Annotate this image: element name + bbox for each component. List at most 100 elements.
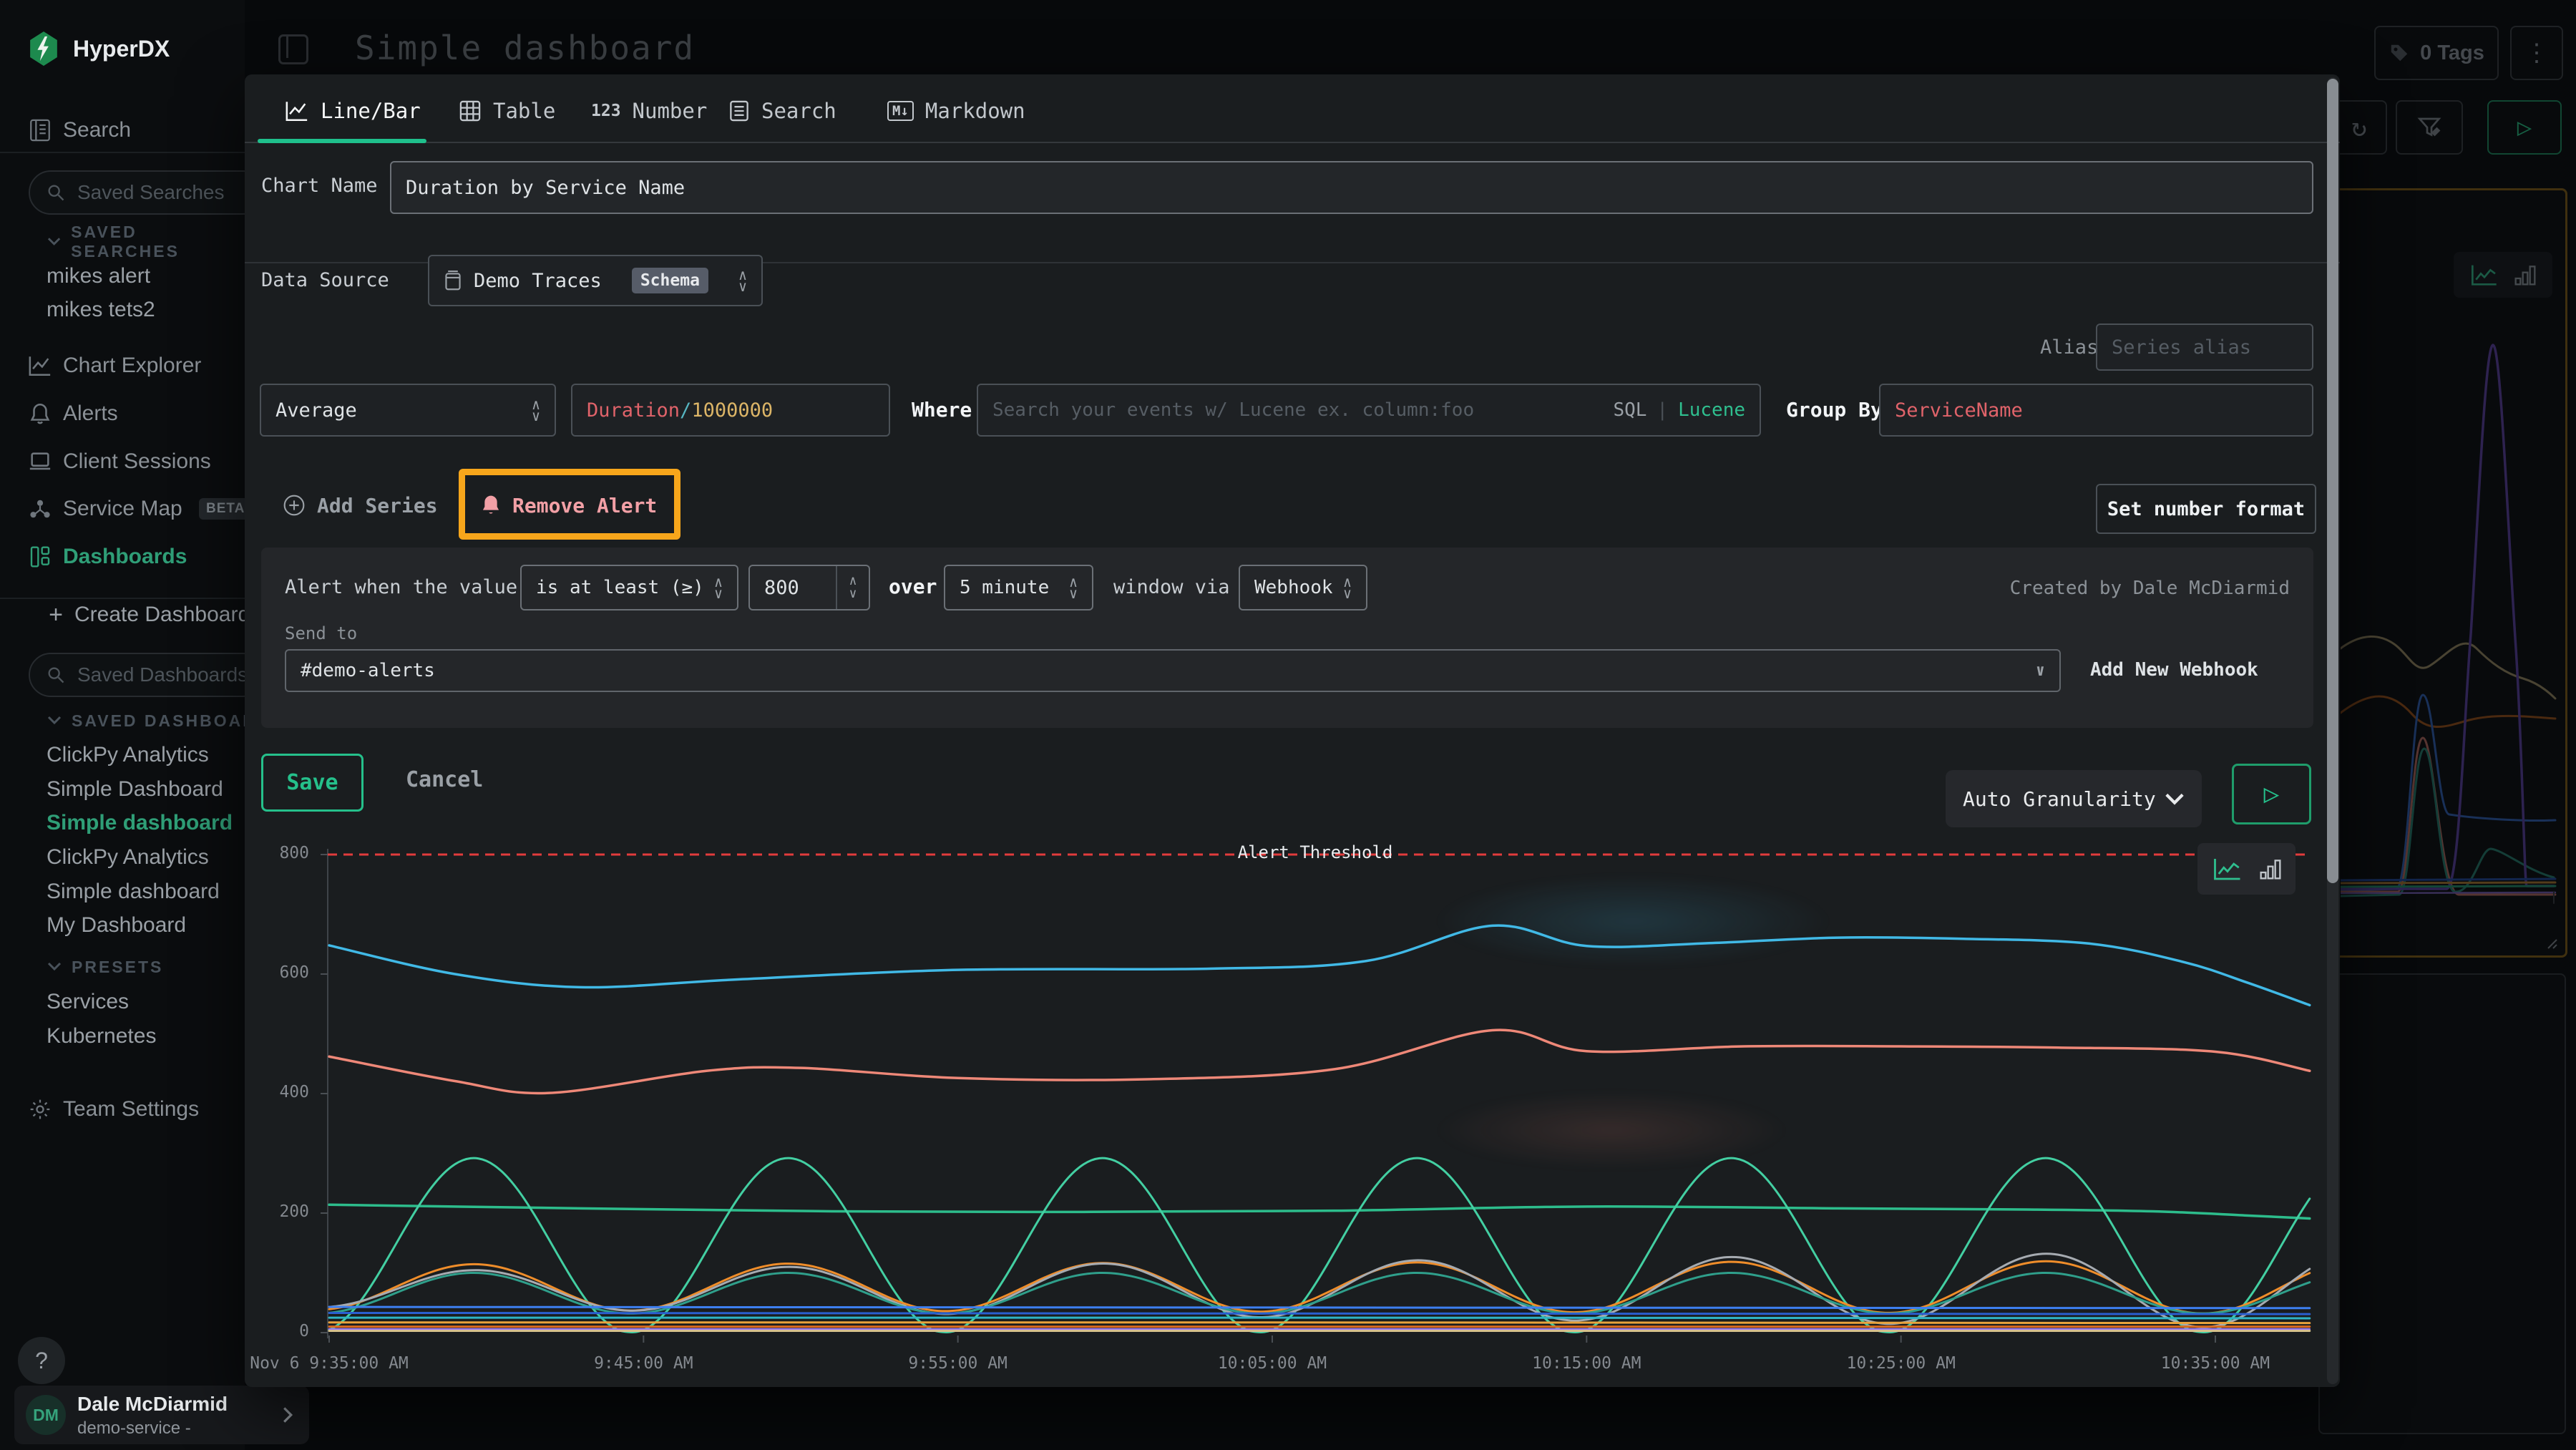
line-chart-icon (285, 99, 309, 122)
add-new-webhook-button[interactable]: Add New Webhook (2090, 659, 2258, 681)
sidebar-item-chart-explorer[interactable]: Chart Explorer (0, 349, 245, 382)
tab-search[interactable]: Search (728, 90, 836, 132)
search-icon (46, 183, 66, 203)
modal-scrollbar[interactable] (2327, 77, 2338, 1384)
dashboard-list-item[interactable]: Simple dashboard (47, 877, 220, 907)
chart-name-label: Chart Name (261, 175, 378, 197)
bar-chart-icon[interactable] (2260, 856, 2281, 882)
dashboard-list-item[interactable]: ClickPy Analytics (47, 842, 209, 872)
laptop-icon (26, 451, 54, 472)
create-dashboard-button[interactable]: + Create Dashboard (0, 598, 245, 631)
presets-header[interactable]: PRESETS (47, 954, 163, 980)
chevron-down-icon (47, 962, 62, 972)
saved-searches-placeholder: Saved Searches (77, 181, 224, 204)
saved-searches-input[interactable]: Saved Searches (29, 170, 265, 215)
help-button[interactable]: ? (18, 1337, 65, 1384)
expression-field: Duration (587, 399, 680, 422)
window-via-label: window via (1113, 576, 1230, 598)
alert-channel-select[interactable]: Webhook ∧∨ (1239, 565, 1367, 610)
user-subtitle: demo-service - (77, 1419, 191, 1439)
gear-icon (26, 1098, 54, 1121)
alert-condition-select[interactable]: is at least (≥) ∧∨ (520, 565, 738, 610)
select-chevrons-icon: ∧∨ (532, 399, 540, 422)
schema-badge: Schema (632, 268, 708, 293)
send-to-select[interactable]: #demo-alerts ∨ (285, 649, 2061, 692)
chevron-down-icon (2165, 792, 2185, 805)
saved-search-item[interactable]: mikes tets2 (47, 295, 155, 325)
sidebar-item-client-sessions[interactable]: Client Sessions (0, 445, 245, 478)
tab-line-bar[interactable]: Line/Bar (285, 90, 421, 132)
where-search-input[interactable]: Search your events w/ Lucene ex. column:… (977, 384, 1761, 437)
y-tick-label: 800 (265, 844, 309, 862)
dashboard-list-item[interactable]: My Dashboard (47, 910, 186, 940)
alert-prefix-label: Alert when the value (285, 576, 517, 598)
dashboard-list-item[interactable]: ClickPy Analytics (47, 740, 209, 770)
markdown-icon: M↓ (887, 101, 914, 121)
sidebar-item-alerts[interactable]: Alerts (0, 397, 245, 430)
search-icon (46, 665, 66, 685)
user-card[interactable]: DM Dale McDiarmid demo-service - (14, 1386, 309, 1444)
data-source-select[interactable]: Demo Traces Schema ∧∨ (428, 255, 763, 306)
saved-searches-header[interactable]: SAVED SEARCHES (47, 229, 245, 255)
granularity-select[interactable]: Auto Granularity (1946, 770, 2202, 827)
document-list-icon (728, 99, 750, 122)
expression-input[interactable]: Duration/1000000 (571, 384, 890, 437)
search-nav-icon (26, 118, 54, 142)
number-stepper[interactable]: ∧∨ (836, 566, 869, 609)
select-chevrons-icon: ∧∨ (1069, 576, 1078, 599)
saved-dashboards-placeholder: Saved Dashboards (77, 663, 248, 686)
aggregation-select[interactable]: Average ∧∨ (260, 384, 556, 437)
save-button[interactable]: Save (261, 754, 364, 812)
sidebar-item-team-settings[interactable]: Team Settings (0, 1093, 245, 1126)
group-by-label: Group By (1786, 398, 1883, 422)
chevron-down-icon (47, 237, 61, 247)
preset-item[interactable]: Kubernetes (47, 1021, 156, 1051)
avatar: DM (26, 1395, 66, 1435)
saved-dashboards-input[interactable]: Saved Dashboards (29, 653, 265, 697)
chart-explorer-icon (26, 354, 54, 377)
set-number-format-button[interactable]: Set number format (2096, 484, 2316, 534)
dashboard-list-item-active[interactable]: Simple dashboard (47, 808, 233, 838)
sql-mode-toggle[interactable]: SQL (1613, 399, 1646, 421)
chevron-down-icon (47, 716, 62, 726)
send-to-label: Send to (285, 623, 357, 643)
number-123-icon: 123 (591, 102, 621, 120)
tab-number[interactable]: 123 Number (591, 90, 707, 132)
alert-config-panel: Alert when the value is at least (≥) ∧∨ … (261, 548, 2313, 728)
plus-icon: + (42, 601, 70, 629)
select-chevrons-icon: ∧∨ (738, 269, 747, 292)
plus-circle-icon (283, 494, 306, 517)
hyperdx-app: Simple dashboard 0 Tags ⋮ ↻ ▷ (0, 0, 2576, 1450)
chart-name-input[interactable]: Duration by Service Name (390, 161, 2313, 214)
expression-divisor: 1000000 (691, 399, 773, 422)
play-button[interactable]: ▷ (2232, 764, 2311, 824)
dashboard-list-item[interactable]: Simple Dashboard (47, 774, 223, 804)
alert-threshold-input[interactable]: 800 ∧∨ (748, 565, 870, 610)
y-tick-label: 200 (265, 1202, 309, 1221)
alias-input[interactable]: Series alias (2096, 323, 2313, 371)
chart-type-toggle[interactable] (2197, 843, 2296, 895)
select-chevrons-icon: ∧∨ (714, 576, 723, 599)
lucene-mode-toggle[interactable]: Lucene (1678, 399, 1745, 421)
saved-search-item[interactable]: mikes alert (47, 261, 150, 291)
user-name: Dale McDiarmid (77, 1393, 228, 1416)
preset-item[interactable]: Services (47, 987, 129, 1017)
brand-logo[interactable]: HyperDX (29, 31, 170, 66)
add-series-button[interactable]: Add Series (283, 480, 438, 530)
sidebar-item-search[interactable]: Search (0, 114, 245, 147)
tab-table[interactable]: Table (459, 90, 555, 132)
sidebar-item-service-map[interactable]: Service Map BETA (0, 492, 245, 525)
group-by-input[interactable]: ServiceName (1879, 384, 2313, 437)
hyperdx-logo-icon (29, 31, 59, 66)
cancel-button[interactable]: Cancel (406, 767, 483, 792)
scrollbar-thumb[interactable] (2327, 79, 2338, 883)
alert-window-select[interactable]: 5 minute ∧∨ (944, 565, 1093, 610)
sidebar: HyperDX Search Saved Searches SAVED SEAR… (0, 0, 245, 1450)
service-map-icon (26, 498, 54, 520)
edit-chart-modal: Line/Bar Table 123 Number Search M↓ Mark… (245, 74, 2340, 1387)
sidebar-item-dashboards[interactable]: Dashboards (0, 540, 245, 573)
tab-divider (245, 142, 2340, 143)
line-chart-icon[interactable] (2212, 856, 2243, 882)
bell-icon (26, 402, 54, 426)
tab-markdown[interactable]: M↓ Markdown (887, 90, 1025, 132)
